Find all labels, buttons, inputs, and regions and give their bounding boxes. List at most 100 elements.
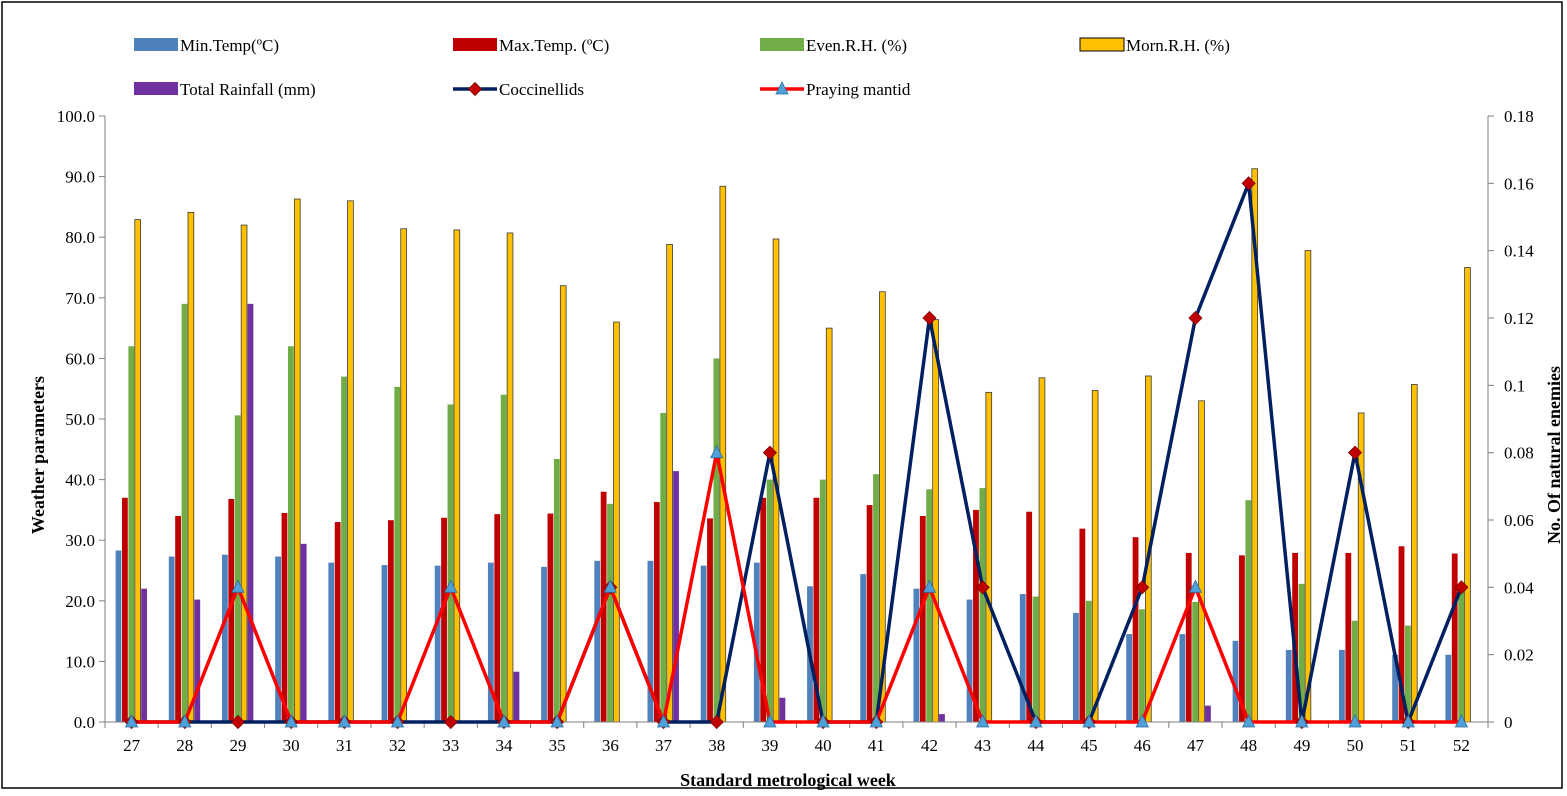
x-tick-label: 36 <box>602 736 619 755</box>
bar <box>1038 377 1046 723</box>
point <box>467 81 483 97</box>
bar <box>194 599 201 722</box>
legend: Min.Temp(ºC) Max.Temp. (ºC) Even.R.H. (%) M… <box>134 36 1230 99</box>
point <box>1188 579 1203 593</box>
bar <box>819 479 826 722</box>
point <box>922 579 937 593</box>
bar <box>866 505 873 722</box>
x-tick-label: 41 <box>868 736 885 755</box>
point <box>1082 714 1096 728</box>
legend-label: Praying mantid <box>806 80 911 99</box>
legend-label: Coccinellids <box>499 80 584 99</box>
y2-tick-label: 0 <box>1504 713 1513 732</box>
point <box>762 445 777 460</box>
bar <box>506 232 514 723</box>
bar <box>1091 390 1099 723</box>
bar <box>121 497 128 722</box>
bar <box>381 565 388 722</box>
bar <box>1239 555 1245 722</box>
bar <box>453 229 461 723</box>
bar <box>1198 400 1205 723</box>
x-tick-label: 45 <box>1081 736 1098 755</box>
bar <box>1357 412 1365 723</box>
x-tick-label: 31 <box>336 736 353 755</box>
series-line <box>131 450 1462 724</box>
point <box>550 714 564 728</box>
legend-item: Even.R.H. (%) <box>760 36 907 55</box>
bar <box>932 319 939 723</box>
point <box>869 714 883 728</box>
bar <box>613 321 620 723</box>
bar <box>293 198 301 723</box>
point <box>1295 714 1309 728</box>
bar <box>1405 625 1411 722</box>
x-tick-label: 52 <box>1453 736 1470 755</box>
legend-swatch <box>1079 37 1125 52</box>
bar <box>240 224 248 723</box>
x-tick-label: 40 <box>815 736 832 755</box>
point <box>497 714 511 728</box>
point <box>709 714 724 730</box>
point <box>656 714 671 728</box>
bar <box>779 697 786 722</box>
point <box>1135 714 1149 728</box>
bar <box>594 560 601 722</box>
legend-label: Even.R.H. (%) <box>806 36 907 55</box>
bar <box>221 554 228 722</box>
bar <box>1411 384 1418 723</box>
bar <box>919 515 926 722</box>
bar <box>400 228 407 723</box>
bar <box>1032 596 1039 722</box>
bar <box>860 574 867 722</box>
x-tick-label: 43 <box>974 736 991 755</box>
legend-item: Max.Temp. (ºC) <box>453 36 609 55</box>
bar <box>1285 649 1292 722</box>
bar <box>1345 552 1352 722</box>
bar <box>666 244 673 723</box>
point <box>1029 714 1043 728</box>
point <box>1135 580 1150 595</box>
bar <box>1205 705 1211 722</box>
bar <box>1019 594 1026 722</box>
point <box>284 714 298 728</box>
legend-item: Coccinellids <box>453 80 584 99</box>
point <box>1401 714 1415 728</box>
bar <box>1445 654 1452 722</box>
point <box>710 444 724 459</box>
bar <box>985 391 993 723</box>
bar <box>394 386 401 722</box>
x-tick-label: 34 <box>495 736 513 755</box>
bar <box>753 562 760 722</box>
legend-label: Total Rainfall (mm) <box>180 80 316 99</box>
x-tick-label: 29 <box>229 736 246 755</box>
bar <box>760 497 767 722</box>
bar <box>673 471 679 722</box>
x-tick-label: 27 <box>123 736 141 755</box>
y2-tick-label: 0.1 <box>1504 376 1525 395</box>
bar <box>926 489 933 722</box>
bar <box>328 562 335 722</box>
legend-item: Morn.R.H. (%) <box>1079 36 1230 55</box>
bar <box>434 565 441 722</box>
x-tick-label: 39 <box>761 736 778 755</box>
y-axis-title: Weather parameters <box>28 376 48 534</box>
point <box>124 714 139 728</box>
y-tick-label: 20.0 <box>65 592 95 611</box>
bar <box>341 376 347 722</box>
x-tick-label: 51 <box>1400 736 1417 755</box>
legend-swatch <box>134 38 178 51</box>
bar <box>181 303 188 722</box>
y-tick-label: 30.0 <box>65 531 95 550</box>
x-tick-label: 30 <box>283 736 300 755</box>
bar <box>1079 528 1086 722</box>
bar <box>387 520 394 722</box>
lines-layer <box>124 176 1469 730</box>
legend-label: Min.Temp(ºC) <box>180 36 279 55</box>
y-tick-label: 80.0 <box>65 228 95 247</box>
y2-tick-label: 0.16 <box>1504 174 1534 193</box>
bar <box>228 498 235 722</box>
x-axis-title: Standard metrological week <box>680 770 896 790</box>
x-tick-label: 48 <box>1240 736 1257 755</box>
point <box>775 81 789 95</box>
